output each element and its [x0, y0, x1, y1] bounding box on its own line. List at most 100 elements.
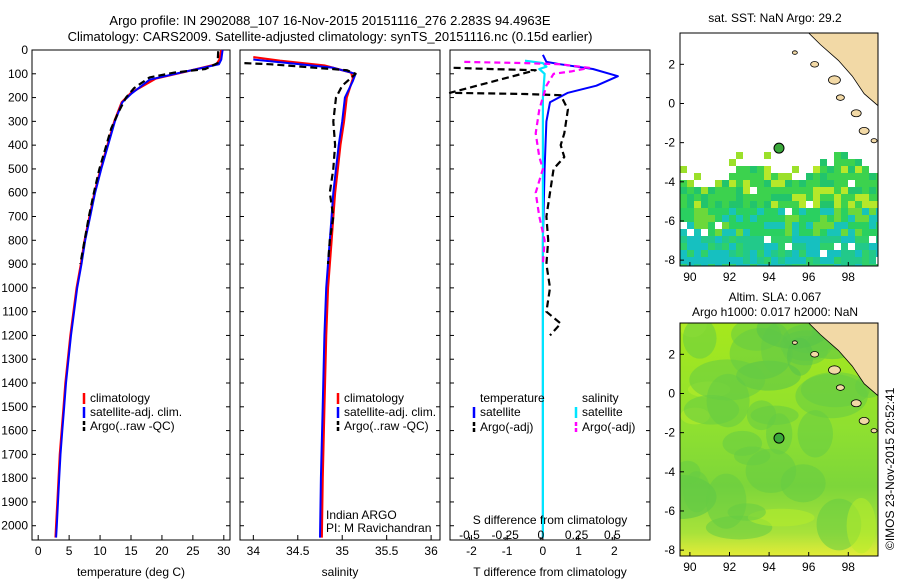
- sst-cell: [715, 187, 722, 194]
- sst-cell: [841, 257, 848, 264]
- sst-cell: [771, 243, 778, 250]
- legend-label: satellite: [480, 405, 521, 419]
- sla-blob: [797, 410, 834, 458]
- sst-cell: [764, 194, 771, 201]
- sst-cell: [827, 194, 834, 201]
- sst-cell: [750, 250, 757, 257]
- sst-cell: [785, 222, 792, 229]
- sst-cell: [785, 229, 792, 236]
- sst-cell: [729, 257, 736, 264]
- sst-cell: [862, 208, 869, 215]
- sst-cell: [743, 257, 750, 264]
- sla-blob: [795, 373, 868, 419]
- sst-cell: [771, 173, 778, 180]
- sst-cell: [736, 229, 743, 236]
- sst-cell: [841, 222, 848, 229]
- depth-tick-label: 700: [8, 210, 28, 224]
- sst-cell: [687, 215, 694, 222]
- sst-cell: [778, 173, 785, 180]
- sst-cell: [743, 250, 750, 257]
- sst-cell: [827, 236, 834, 243]
- sst-cell: [736, 180, 743, 187]
- sst-cell: [813, 257, 820, 264]
- sst-cell: [806, 257, 813, 264]
- sst-cell: [729, 243, 736, 250]
- sumatra-land: [808, 33, 878, 107]
- sst-cell: [841, 173, 848, 180]
- sst-cell: [708, 208, 715, 215]
- sst-cell: [722, 222, 729, 229]
- sst-cell: [757, 257, 764, 264]
- sla_map-xtick-label: 98: [842, 560, 856, 574]
- sst-cell: [757, 222, 764, 229]
- sst-cell: [785, 180, 792, 187]
- temperature-xtick-label: 25: [186, 544, 200, 558]
- island-land: [870, 428, 878, 434]
- sla_map-ytick-label: 2: [668, 347, 675, 361]
- sst-cell: [764, 201, 771, 208]
- depth-tick-label: 1200: [1, 328, 28, 342]
- sst-cell: [834, 215, 841, 222]
- sla-blob: [787, 337, 814, 376]
- sst-cell: [687, 187, 694, 194]
- sst-cell: [743, 222, 750, 229]
- temperature-xlabel: temperature (deg C): [77, 565, 185, 579]
- sst-cell: [820, 264, 827, 266]
- sst-cell: [764, 166, 771, 173]
- temperature-xtick-label: 0: [35, 544, 42, 558]
- sst-cell: [778, 222, 785, 229]
- sst-cell: [806, 236, 813, 243]
- sst-cell: [764, 257, 771, 264]
- sst-cell: [771, 194, 778, 201]
- sst-cell: [785, 243, 792, 250]
- sst-cell: [687, 208, 694, 215]
- sst-cell: [869, 250, 876, 257]
- sst-cell: [855, 201, 862, 208]
- depth-tick-label: 100: [8, 67, 28, 81]
- sst-cell: [834, 194, 841, 201]
- sst-cell: [729, 229, 736, 236]
- sst-cell: [778, 243, 785, 250]
- sst_map-xtick-label: 90: [683, 270, 697, 284]
- sst-cell: [848, 250, 855, 257]
- sst-cell: [750, 257, 757, 264]
- sst-cell: [680, 208, 687, 215]
- temperature-xtick-label: 30: [217, 544, 231, 558]
- sst-cell: [876, 215, 878, 222]
- sla-map-title-1: Altim. SLA: 0.067: [729, 290, 822, 304]
- sst-cell: [799, 236, 806, 243]
- sst-cell: [827, 257, 834, 264]
- sst-cell: [680, 243, 687, 250]
- salinity-series-climatology: [253, 56, 354, 538]
- sst-cell: [792, 187, 799, 194]
- sst-cell: [862, 215, 869, 222]
- sst_map-xtick-label: 92: [723, 270, 737, 284]
- sst-cell: [813, 250, 820, 257]
- sst-cell: [687, 250, 694, 257]
- sst-cell: [736, 243, 743, 250]
- sst-cell: [778, 229, 785, 236]
- sumatra-land: [808, 323, 878, 397]
- sst-cell: [862, 187, 869, 194]
- depth-tick-label: 300: [8, 114, 28, 128]
- sst-cell: [722, 194, 729, 201]
- salinity-frame: [239, 49, 441, 541]
- sst-cell: [785, 257, 792, 264]
- depth-tick-label: 400: [8, 138, 28, 152]
- sst-cell: [848, 201, 855, 208]
- sst-cell: [820, 250, 827, 257]
- sst-cell: [715, 222, 722, 229]
- differences-xtick-label: 0: [540, 544, 547, 558]
- sst-cell: [848, 264, 855, 266]
- sst-cell: [750, 236, 757, 243]
- sst-cell: [743, 173, 750, 180]
- sst-cell: [799, 215, 806, 222]
- sst-cell: [813, 243, 820, 250]
- sst-cell: [757, 166, 764, 173]
- sst-cell: [687, 180, 694, 187]
- sst-cell: [743, 229, 750, 236]
- sst-cell: [680, 201, 687, 208]
- sst-cell: [848, 194, 855, 201]
- sst-cell: [680, 166, 687, 173]
- sst-cell: [848, 236, 855, 243]
